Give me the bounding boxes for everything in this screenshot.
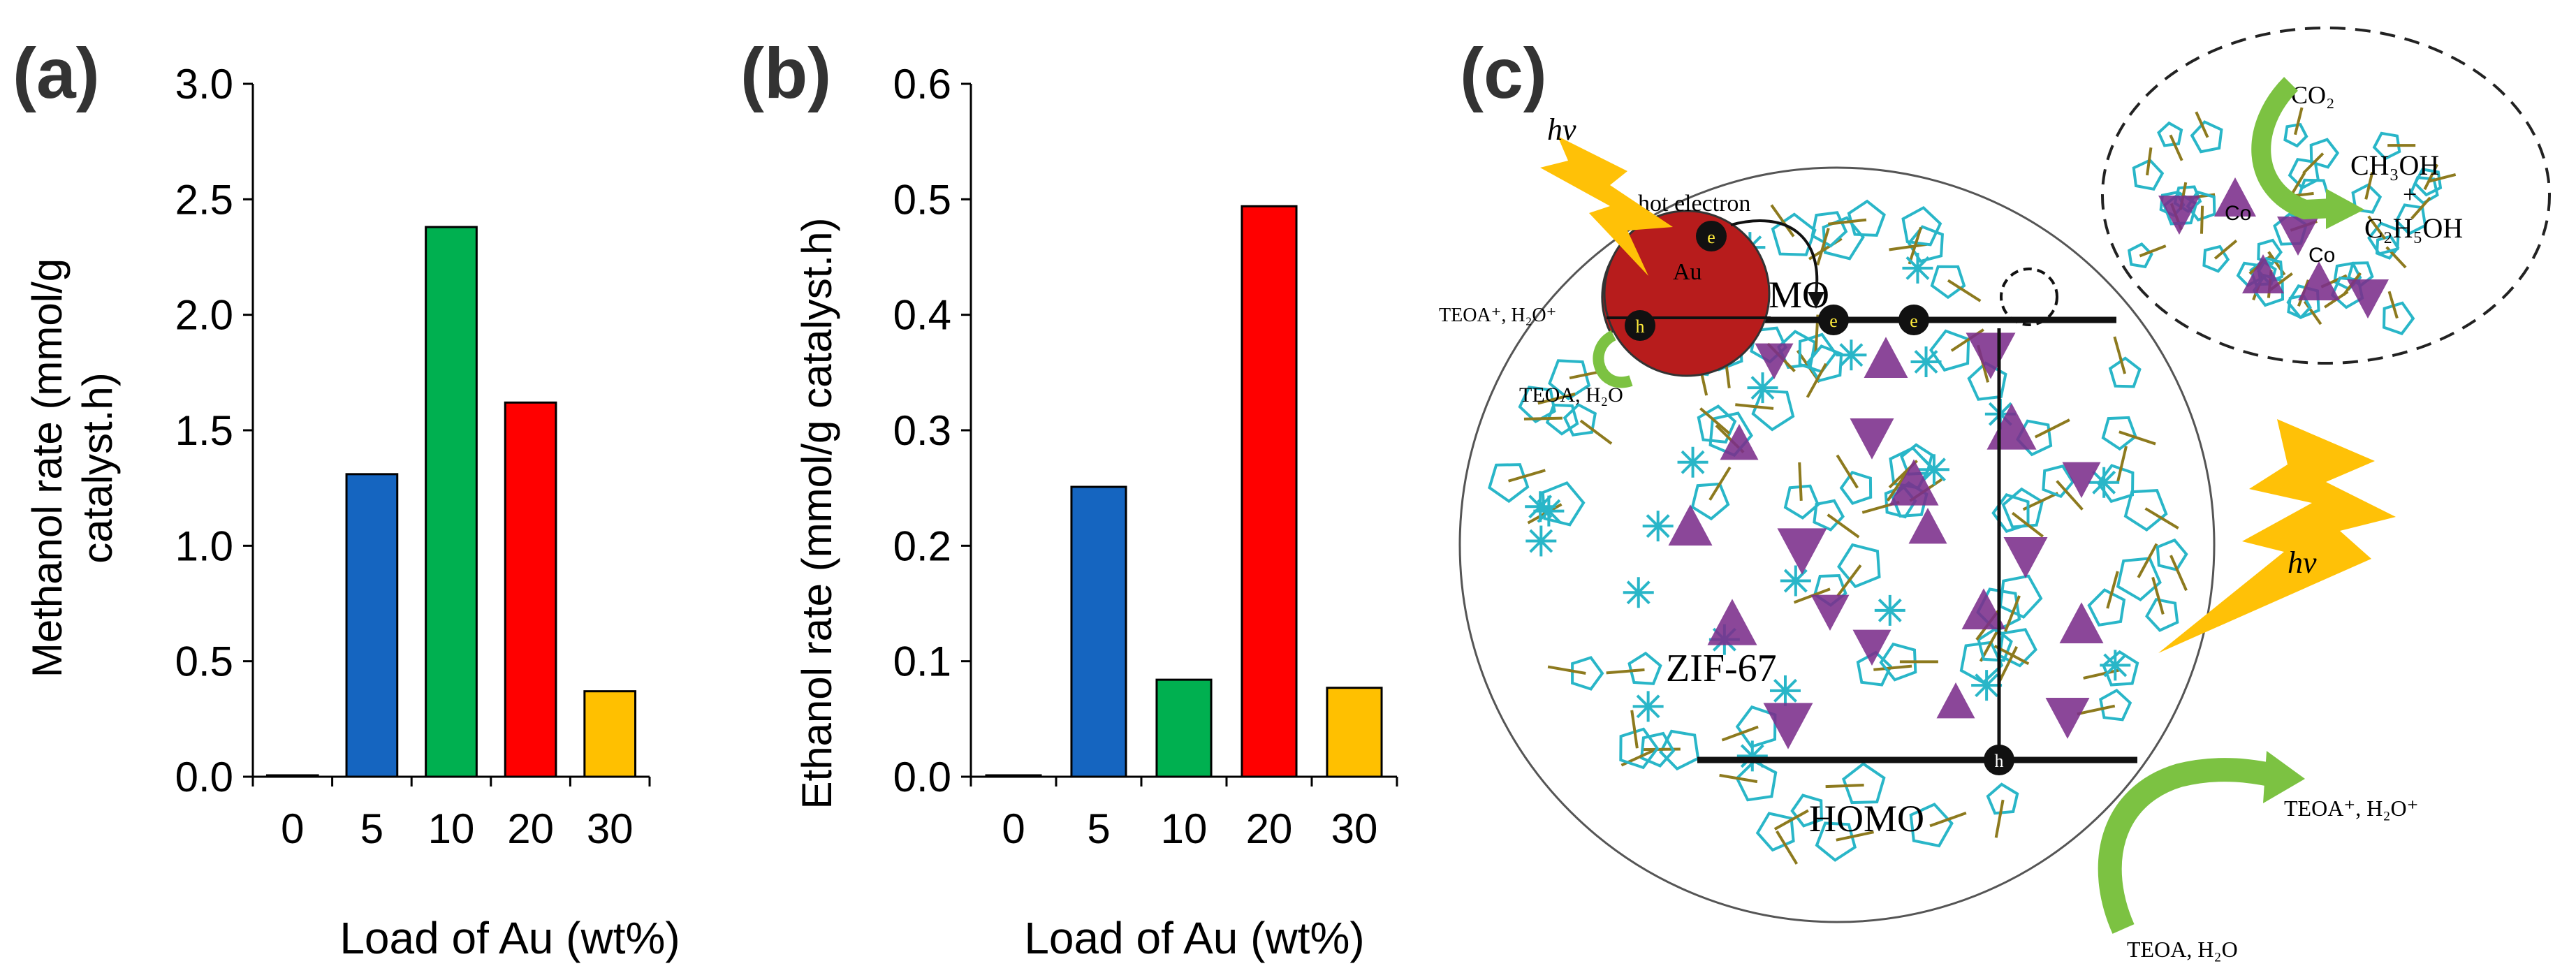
hot-electron-arrow — [1730, 219, 1819, 294]
plus-label: + — [2403, 180, 2417, 208]
hole-marker-homo: h — [1984, 745, 2014, 775]
hole-marker-au: h — [1625, 310, 1655, 341]
panel-b-x-tick-label: 10 — [1161, 805, 1208, 852]
teoa-label-bottom: TEOA, H₂O — [2127, 937, 2238, 962]
zif-67-label: ZIF-67 — [1666, 647, 1777, 690]
svg-text:e: e — [1829, 311, 1838, 331]
panel-a-bar-10 — [425, 226, 478, 778]
panel-b-bar-20 — [1241, 205, 1298, 778]
teoa-label-left: TEOA, H₂O — [1519, 383, 1623, 407]
hv-label-right: hv — [2288, 546, 2317, 580]
panel-a-y-tick-label: 1.5 — [175, 407, 233, 454]
panel-a-methanol-chart: (a) 0.0 0.5 1.0 1.5 2.0 2.5 3.0 0 5 10 20 30 Load o… — [13, 34, 680, 963]
panel-a-label: (a) — [13, 34, 100, 113]
panel-a-bar-0 — [265, 774, 319, 778]
zif-framework-structure — [1488, 199, 2188, 865]
co2-reduction-arrow — [2251, 77, 2334, 220]
panel-a-bar-20 — [504, 401, 557, 778]
panel-b-y-tick-label: 0.1 — [893, 638, 951, 685]
panel-a-x-tick-label: 0 — [281, 805, 304, 852]
hv-label-left: hv — [1547, 112, 1576, 147]
panel-b-y-tick-label: 0.3 — [893, 407, 951, 454]
panel-b-y-tick-label: 0.6 — [893, 61, 951, 108]
panel-b-y-tick-label: 0.0 — [893, 754, 951, 800]
hot-electron-label: hot electron — [1638, 191, 1750, 217]
panel-a-ylabel-line1: Methanol rate (mmol/g — [24, 258, 71, 678]
panel-c-mechanism-diagram: (c) LUMO HOMO ZIF-67 e e h — [1439, 27, 2551, 962]
teoa-arrow-bottom — [2098, 758, 2276, 934]
inset-framework-structure: Co Co — [2128, 107, 2457, 335]
panel-a-y-tick-label: 2.0 — [175, 292, 233, 339]
panel-a-x-tick-label: 30 — [587, 805, 634, 852]
panel-b-label: (b) — [740, 34, 831, 113]
au-label: Au — [1673, 259, 1702, 285]
hot-electron-arrowhead — [1808, 292, 1824, 309]
panel-b-y-tick-label: 0.4 — [893, 292, 951, 339]
electron-marker-1: e — [1818, 305, 1849, 335]
panel-a-y-tick-label: 3.0 — [175, 61, 233, 108]
teoa-arrow-left — [1593, 330, 1633, 388]
svg-text:h: h — [1995, 751, 2004, 771]
panel-a-x-tick-label: 5 — [360, 805, 383, 852]
panel-a-y-tick-label: 1.0 — [175, 522, 233, 569]
panel-b-y-tick-label: 0.5 — [893, 176, 951, 223]
panel-a-bar-5 — [345, 473, 399, 778]
panel-c-label: (c) — [1460, 34, 1547, 113]
panel-b-x-tick-label: 0 — [1002, 805, 1025, 852]
panel-a-x-tick-label: 20 — [507, 805, 554, 852]
panel-b-bar-30 — [1326, 687, 1383, 778]
light-bolt-icon-right — [2158, 419, 2396, 653]
svg-text:e: e — [1910, 311, 1918, 331]
panel-b-x-tick-label: 30 — [1331, 805, 1378, 852]
panel-a-xlabel: Load of Au (wt%) — [339, 913, 680, 963]
ch3oh-label: CH₃OH — [2350, 149, 2439, 181]
panel-b-ylabel: Ethanol rate (mmol/g catalyst.h) — [793, 217, 840, 809]
svg-text:h: h — [1636, 316, 1645, 337]
panel-b-x-tick-label: 20 — [1246, 805, 1293, 852]
electron-marker-au: e — [1696, 221, 1727, 251]
panel-a-y-tick-label: 2.5 — [175, 176, 233, 223]
c2h5oh-label: C₂H₅OH — [2364, 212, 2463, 244]
co2-reduction-arrowhead — [2326, 189, 2364, 229]
zoom-region-marker — [2000, 268, 2058, 326]
light-bolt-icon-left — [1540, 136, 1673, 276]
co-label-1: Co — [2225, 202, 2251, 225]
homo-label: HOMO — [1809, 798, 1924, 840]
panel-b-bar-10 — [1155, 678, 1213, 778]
co-label-2: Co — [2308, 244, 2335, 267]
panel-a-ylabel-line2: catalyst.h) — [74, 372, 121, 563]
co2-label: CO₂ — [2291, 81, 2335, 109]
panel-a-y-tick-label: 0.0 — [175, 754, 233, 800]
panel-b-bar-0 — [985, 774, 1042, 778]
panel-b-y-tick-label: 0.2 — [893, 522, 951, 569]
panel-b-bar-5 — [1070, 485, 1127, 778]
panel-a-y-tick-label: 0.5 — [175, 638, 233, 685]
electron-marker-2: e — [1898, 305, 1929, 335]
panel-b-xlabel: Load of Au (wt%) — [1024, 913, 1364, 963]
teoa-oxidized-label-bottom: TEOA⁺, H₂O⁺ — [2284, 796, 2418, 821]
teoa-oxidized-label-left: TEOA⁺, H₂O⁺ — [1439, 305, 1556, 326]
panel-b-x-tick-label: 5 — [1087, 805, 1110, 852]
teoa-arrowhead-bottom — [2263, 751, 2305, 803]
svg-text:e: e — [1707, 227, 1715, 247]
panel-a-x-tick-label: 10 — [428, 805, 475, 852]
panel-a-bar-30 — [583, 690, 637, 778]
panel-b-ethanol-chart: (b) 0.0 0.1 0.2 0.3 0.4 0.5 0.6 0 5 10 20 30 Load o… — [740, 34, 1398, 963]
